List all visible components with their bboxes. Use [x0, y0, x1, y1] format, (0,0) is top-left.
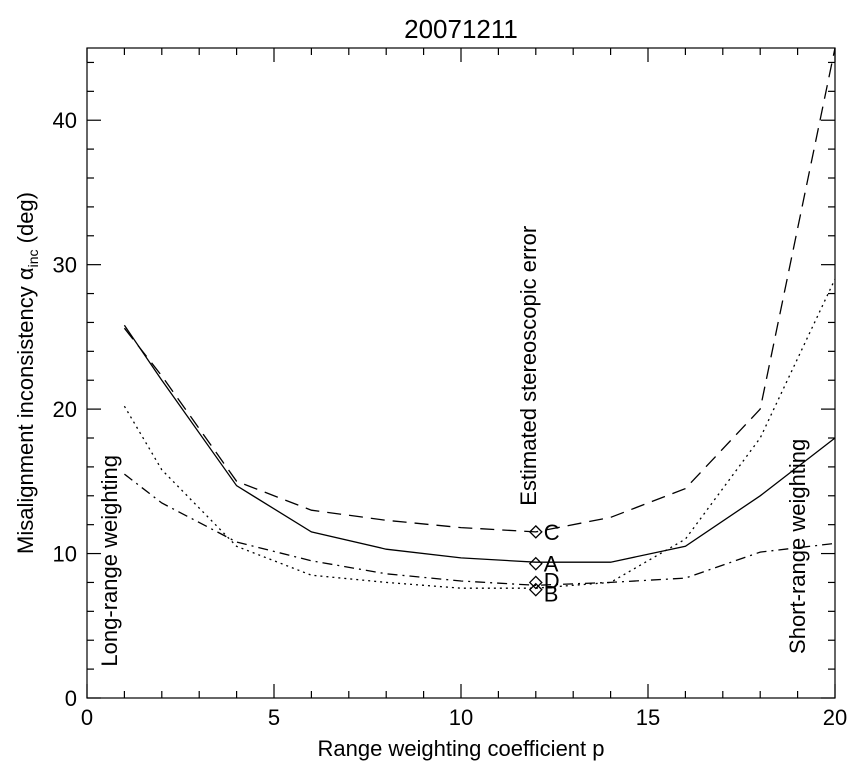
series-layer: [123, 47, 836, 589]
marker-label-d: D: [544, 568, 560, 593]
annotation-short-range: Short-range weighting: [785, 439, 810, 654]
chart-title: 20071211: [404, 14, 518, 44]
marker-label-b: B: [544, 582, 559, 607]
marker-b: [528, 582, 543, 597]
marker-label-c: C: [544, 520, 560, 545]
x-axis-label: Range weighting coefficient p: [317, 736, 604, 761]
y-axis-label-main: Misalignment inconsistency α: [13, 267, 38, 554]
y-tick-label: 40: [53, 108, 77, 133]
x-tick-label: 10: [449, 705, 473, 730]
y-tick-label: 20: [53, 397, 77, 422]
series-line-solid: [123, 324, 836, 563]
y-axis-label-unit: (deg): [13, 192, 38, 249]
x-tick-label: 20: [823, 705, 847, 730]
x-tick-label: 15: [636, 705, 660, 730]
marker-c: [528, 524, 543, 539]
series-line-dashdot: [124, 473, 836, 586]
marker-d: [528, 575, 543, 590]
y-tick-label: 10: [53, 542, 77, 567]
x-tick-label: 0: [81, 705, 93, 730]
plot-frame: [86, 47, 836, 699]
y-tick-label: 0: [65, 686, 77, 711]
annotation-long-range: Long-range weighting: [97, 455, 122, 667]
marker-a: [528, 556, 543, 571]
series-line-dotted: [123, 278, 836, 589]
series-line-dashed: [123, 47, 836, 533]
y-tick-label: 30: [53, 253, 77, 278]
y-axis-label-sub: inc: [25, 249, 41, 267]
plot-border: [86, 47, 836, 699]
annotation-stereo-error: Estimated stereoscopic error: [516, 226, 541, 506]
y-axis-ticks: 0 10 20 30 40: [53, 61, 835, 711]
marker-label-a: A: [544, 552, 559, 577]
x-axis-ticks: 0 5 10 15 20: [81, 48, 847, 730]
x-tick-label: 5: [268, 705, 280, 730]
y-axis-label: Misalignment inconsistency αinc (deg): [13, 192, 41, 554]
